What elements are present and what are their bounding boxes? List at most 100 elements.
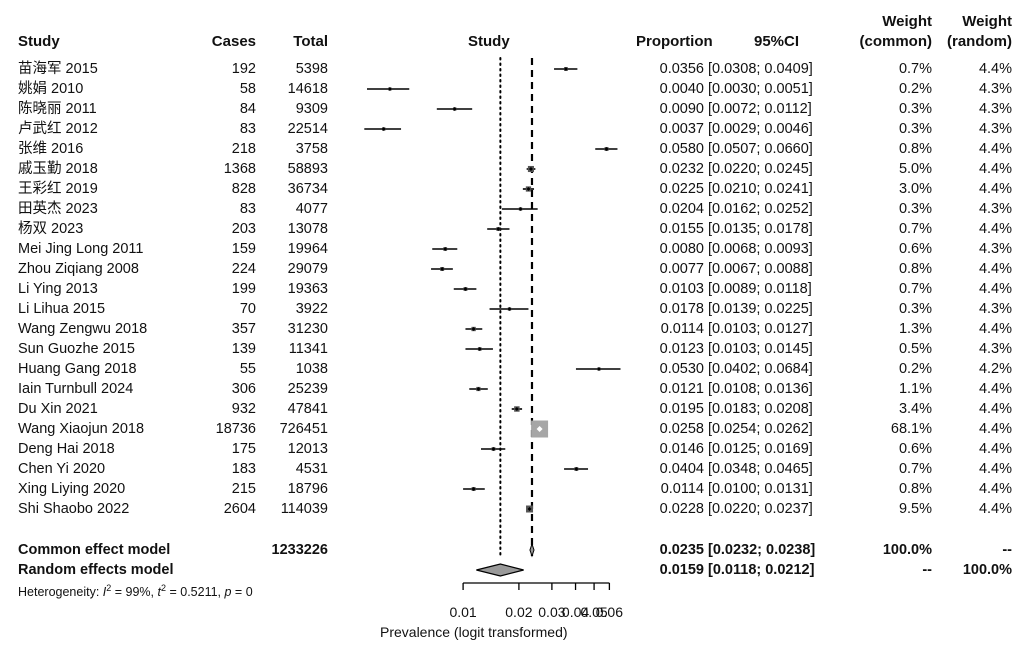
common-effect-total: 1233226 bbox=[271, 542, 328, 558]
study-weight-random: 4.4% bbox=[978, 181, 1012, 197]
common-effect-diamond bbox=[529, 542, 535, 558]
common-effect-weight-random: -- bbox=[1002, 542, 1012, 558]
study-weight-random: 4.4% bbox=[978, 261, 1012, 277]
study-weight-random: 4.3% bbox=[978, 121, 1012, 137]
study-cases: 139 bbox=[231, 341, 256, 357]
study-cases: 203 bbox=[231, 221, 256, 237]
study-cases: 84 bbox=[239, 101, 256, 117]
study-point-estimate bbox=[514, 407, 519, 411]
study-proportion: 0.0077 bbox=[659, 261, 704, 277]
study-ci: [0.0029; 0.0046] bbox=[708, 121, 813, 137]
study-total: 14618 bbox=[287, 81, 328, 97]
study-name: 张维 2016 bbox=[18, 141, 84, 157]
study-point-estimate bbox=[518, 207, 523, 211]
study-ci: [0.0072; 0.0112] bbox=[708, 101, 812, 117]
study-weight-common: 0.6% bbox=[898, 241, 932, 257]
study-name: 姚娟 2010 bbox=[18, 81, 84, 97]
study-cases: 828 bbox=[231, 181, 256, 197]
study-cases: 224 bbox=[231, 261, 256, 277]
common-effect-label: Common effect model bbox=[18, 542, 171, 558]
study-proportion: 0.0121 bbox=[659, 381, 704, 397]
study-point-estimate bbox=[471, 327, 476, 331]
study-total: 58893 bbox=[287, 161, 328, 177]
study-weight-random: 4.4% bbox=[978, 501, 1012, 517]
study-weight-common: 0.3% bbox=[898, 301, 932, 317]
study-name: Wang Xiaojun 2018 bbox=[18, 421, 145, 437]
study-weight-random: 4.4% bbox=[978, 161, 1012, 177]
study-weight-common: 68.1% bbox=[890, 421, 932, 437]
study-ci: [0.0100; 0.0131] bbox=[708, 481, 813, 497]
study-point-estimate bbox=[440, 267, 445, 271]
study-total: 11341 bbox=[288, 341, 328, 357]
study-total: 4077 bbox=[295, 201, 328, 217]
study-weight-common: 0.5% bbox=[898, 341, 932, 357]
study-point-estimate bbox=[471, 487, 476, 491]
study-total: 3922 bbox=[295, 301, 328, 317]
study-weight-random: 4.4% bbox=[978, 401, 1012, 417]
study-proportion: 0.0037 bbox=[659, 121, 704, 137]
common-effect-proportion: 0.0235 bbox=[659, 542, 704, 558]
study-total: 4531 bbox=[295, 461, 328, 477]
study-point-estimate bbox=[463, 287, 468, 291]
study-name: Du Xin 2021 bbox=[18, 401, 98, 417]
study-cases: 2604 bbox=[223, 501, 256, 517]
study-ci: [0.0103; 0.0127] bbox=[708, 321, 813, 337]
study-weight-random: 4.3% bbox=[978, 341, 1012, 357]
study-cases: 932 bbox=[231, 401, 256, 417]
study-ci: [0.0308; 0.0409] bbox=[708, 61, 813, 77]
study-ci: [0.0139; 0.0225] bbox=[708, 301, 813, 317]
study-point-estimate bbox=[526, 187, 531, 191]
study-cases: 18736 bbox=[215, 421, 256, 437]
study-point-estimate bbox=[574, 467, 579, 471]
study-point-estimate bbox=[563, 67, 568, 71]
study-total: 1038 bbox=[295, 361, 328, 377]
study-cases: 357 bbox=[231, 321, 256, 337]
study-name: Li Ying 2013 bbox=[18, 281, 98, 297]
study-proportion: 0.0356 bbox=[659, 61, 704, 77]
study-weight-common: 0.3% bbox=[898, 121, 932, 137]
study-weight-random: 4.3% bbox=[978, 81, 1012, 97]
study-proportion: 0.0232 bbox=[659, 161, 704, 177]
study-weight-common: 0.6% bbox=[898, 441, 932, 457]
study-total: 25239 bbox=[287, 381, 328, 397]
study-weight-random: 4.4% bbox=[978, 321, 1012, 337]
study-total: 13078 bbox=[287, 221, 328, 237]
study-ci: [0.0254; 0.0262] bbox=[708, 421, 813, 437]
study-cases: 199 bbox=[231, 281, 256, 297]
study-total: 31230 bbox=[287, 321, 328, 337]
x-axis-tick-label: 0.01 bbox=[449, 604, 476, 620]
x-axis-tick-label: 0.06 bbox=[596, 604, 623, 620]
study-point-estimate bbox=[491, 447, 496, 451]
study-total: 47841 bbox=[287, 401, 328, 417]
study-name: 王彩红 2019 bbox=[18, 181, 98, 197]
p-value: = 0 bbox=[231, 585, 253, 600]
random-effects-weight-random: 100.0% bbox=[962, 562, 1012, 578]
i2-value: = 99%, bbox=[111, 585, 158, 600]
study-cases: 183 bbox=[231, 461, 256, 477]
study-weight-common: 3.0% bbox=[898, 181, 932, 197]
study-ci: [0.0507; 0.0660] bbox=[708, 141, 813, 157]
study-weight-common: 0.7% bbox=[898, 461, 932, 477]
study-point-estimate bbox=[496, 227, 501, 231]
study-weight-common: 0.2% bbox=[898, 361, 932, 377]
x-axis-label: Prevalence (logit transformed) bbox=[380, 624, 568, 640]
study-cases: 83 bbox=[239, 121, 256, 137]
study-name: Mei Jing Long 2011 bbox=[18, 241, 144, 257]
study-cases: 218 bbox=[231, 141, 256, 157]
study-weight-common: 0.7% bbox=[898, 61, 932, 77]
study-proportion: 0.0225 bbox=[659, 181, 704, 197]
header-weight-common-line1: Weight bbox=[882, 13, 932, 30]
study-name: 卢武红 2012 bbox=[18, 121, 98, 137]
study-cases: 70 bbox=[239, 301, 256, 317]
study-weight-common: 9.5% bbox=[898, 501, 932, 517]
header-study: Study bbox=[18, 33, 60, 50]
study-point-estimate bbox=[536, 426, 543, 432]
study-name: Li Lihua 2015 bbox=[18, 301, 106, 317]
study-weight-random: 4.4% bbox=[978, 441, 1012, 457]
study-cases: 215 bbox=[231, 481, 256, 497]
study-total: 114039 bbox=[280, 501, 328, 517]
study-proportion: 0.0123 bbox=[659, 341, 704, 357]
study-ci: [0.0089; 0.0118] bbox=[708, 281, 812, 297]
study-cases: 83 bbox=[239, 201, 256, 217]
